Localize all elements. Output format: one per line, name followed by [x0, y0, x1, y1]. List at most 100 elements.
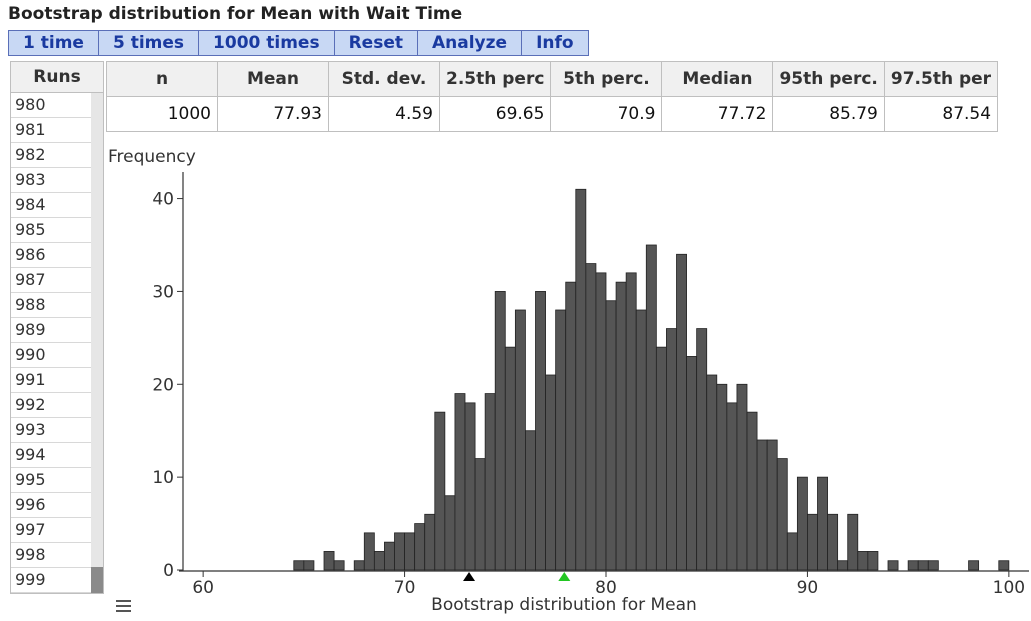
run-1000-times-button[interactable]: 1000 times	[198, 30, 335, 56]
histogram-bar	[424, 513, 436, 571]
stats-value-mean: 77.93	[217, 96, 329, 132]
histogram-bar	[575, 188, 587, 571]
histogram-bar	[907, 560, 919, 571]
x-tick-label: 100	[993, 578, 1025, 598]
runs-header: Runs	[11, 62, 103, 93]
histogram-bar	[847, 513, 859, 571]
stats-value-p95: 85.79	[772, 96, 885, 132]
reset-button[interactable]: Reset	[333, 30, 418, 56]
y-tick-label: 0	[163, 561, 174, 581]
histogram-bar	[696, 328, 708, 571]
stats-value-sd: 4.59	[328, 96, 440, 132]
histogram-bar	[545, 374, 557, 571]
histogram-markers	[463, 572, 571, 581]
run-item[interactable]: 988	[11, 293, 91, 318]
y-tick-label: 20	[152, 375, 174, 395]
info-button[interactable]: Info	[521, 30, 589, 56]
run-item[interactable]: 992	[11, 393, 91, 418]
histogram-bar	[363, 532, 375, 571]
run-item[interactable]: 982	[11, 143, 91, 168]
x-tick-label: 60	[192, 578, 214, 598]
histogram-bar	[786, 532, 798, 571]
stats-value-n: 1000	[106, 96, 218, 132]
histogram-bar	[827, 513, 839, 571]
run-1-time-button[interactable]: 1 time	[8, 30, 99, 56]
run-item[interactable]: 980	[11, 93, 91, 118]
histogram-bar	[867, 551, 879, 571]
stats-header-p5: 5th perc.	[550, 61, 663, 97]
runs-scrollbar[interactable]	[91, 93, 103, 593]
histogram-bar	[444, 495, 456, 571]
histogram-bar	[857, 551, 869, 571]
histogram-bar	[756, 439, 768, 571]
x-tick-label: 90	[797, 578, 819, 598]
stats-value-median: 77.72	[661, 96, 774, 132]
run-item[interactable]: 996	[11, 493, 91, 518]
stats-header-n: n	[106, 61, 218, 97]
histogram-chart: 60 70 80 90 100 0 10 20 30 40 Frequency Bootstrap…	[108, 147, 1029, 615]
stats-header-median: Median	[661, 61, 774, 97]
histogram-bar	[776, 458, 788, 571]
run-item[interactable]: 989	[11, 318, 91, 343]
run-item[interactable]: 999	[11, 568, 91, 593]
stats-header-p97-5: 97.5th per	[883, 61, 999, 97]
histogram-bar	[766, 439, 778, 571]
histogram-bar	[796, 476, 808, 571]
x-tick-label: 80	[595, 578, 617, 598]
histogram-bar	[333, 560, 345, 571]
run-item[interactable]: 998	[11, 543, 91, 568]
histogram-bar	[998, 560, 1010, 571]
histogram-bar	[454, 393, 466, 571]
histogram-bar	[555, 309, 567, 571]
histogram-bar	[414, 523, 426, 571]
histogram-bar	[484, 393, 496, 571]
stats-header-sd: Std. dev.	[328, 61, 440, 97]
menu-icon-line	[116, 605, 131, 607]
run-5-times-button[interactable]: 5 times	[97, 30, 200, 56]
histogram-bars	[293, 188, 1010, 571]
histogram-bar	[625, 272, 637, 571]
run-item[interactable]: 984	[11, 193, 91, 218]
histogram-bar	[585, 263, 597, 571]
menu-icon[interactable]	[116, 600, 131, 614]
x-axis-label: Bootstrap distribution for Mean	[431, 595, 697, 615]
histogram-bar	[917, 560, 929, 571]
histogram-bar	[716, 383, 728, 571]
y-tick-label: 10	[152, 468, 174, 488]
run-item[interactable]: 985	[11, 218, 91, 243]
analyze-button[interactable]: Analyze	[417, 30, 523, 56]
run-item[interactable]: 995	[11, 468, 91, 493]
histogram-bar	[887, 560, 899, 571]
histogram-bar	[726, 402, 738, 571]
histogram-bar	[464, 402, 476, 571]
run-item[interactable]: 986	[11, 243, 91, 268]
histogram-bar	[676, 253, 687, 571]
histogram-bar	[706, 374, 718, 571]
histogram-bar	[927, 560, 939, 571]
run-item[interactable]: 981	[11, 118, 91, 143]
run-item[interactable]: 994	[11, 443, 91, 468]
histogram-bar	[595, 272, 607, 571]
y-tick-label: 40	[152, 190, 174, 210]
run-item[interactable]: 987	[11, 268, 91, 293]
runs-list: 980 981 982 983 984 985 986 987 988 989 …	[11, 93, 91, 593]
histogram-bar	[968, 560, 980, 571]
run-item[interactable]: 997	[11, 518, 91, 543]
run-item[interactable]: 983	[11, 168, 91, 193]
menu-icon-line	[116, 600, 131, 602]
run-item[interactable]: 990	[11, 343, 91, 368]
histogram-axes: 60 70 80 90 100 0 10 20 30 40	[152, 172, 1029, 598]
histogram-bar	[605, 300, 617, 571]
runs-scrollbar-thumb[interactable]	[91, 567, 103, 593]
histogram-bar	[565, 281, 577, 571]
histogram-bar	[394, 532, 405, 571]
run-item[interactable]: 993	[11, 418, 91, 443]
menu-icon-line	[116, 610, 131, 612]
histogram-bar	[384, 541, 395, 571]
stats-header-p2-5: 2.5th perc	[438, 61, 552, 97]
histogram-bar	[494, 291, 506, 571]
histogram-bar	[686, 356, 698, 571]
stats-header-p95: 95th perc.	[772, 61, 885, 97]
histogram-bar	[817, 476, 828, 571]
run-item[interactable]: 991	[11, 368, 91, 393]
